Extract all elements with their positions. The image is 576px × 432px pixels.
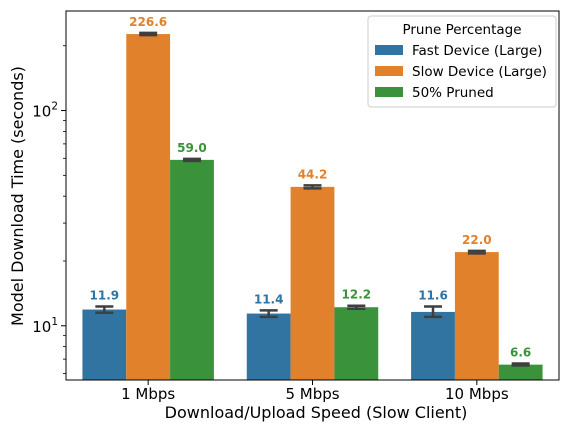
bar — [82, 309, 127, 380]
legend: Prune Percentage Fast Device (Large) Slow… — [367, 15, 557, 108]
y-tick-label: 101 — [32, 316, 58, 336]
data-label: 226.6 — [129, 15, 167, 29]
x-tick-label: 1 Mbps — [121, 385, 175, 403]
x-tick-label: 5 Mbps — [285, 385, 339, 403]
legend-swatch — [375, 66, 403, 76]
data-label: 12.2 — [342, 288, 372, 302]
data-label: 44.2 — [298, 167, 328, 181]
bar — [246, 313, 291, 380]
data-label: 11.6 — [418, 288, 448, 302]
bar — [454, 252, 499, 380]
data-label: 11.9 — [90, 288, 120, 302]
x-tick-label: 10 Mbps — [445, 385, 509, 403]
data-label: 6.6 — [510, 346, 531, 360]
data-label: 59.0 — [177, 141, 207, 155]
y-tick-label: 102 — [32, 101, 58, 121]
bar — [334, 307, 379, 380]
x-axis-label: Download/Upload Speed (Slow Client) — [165, 403, 468, 422]
bars-layer: 11.9 226.6 59.0 11.4 44.2 12.2 11.6 22.0 6.6 — [82, 15, 543, 381]
legend-swatch — [375, 45, 403, 55]
legend-frame — [367, 15, 557, 108]
plot-frame — [65, 10, 560, 381]
axes-layer: 1 Mbps 5 Mbps 10 Mbps 101 102 — [32, 10, 560, 403]
legend-swatch — [375, 87, 403, 97]
bar — [290, 186, 335, 380]
data-label: 22.0 — [462, 233, 492, 247]
data-label: 11.4 — [254, 292, 284, 306]
legend-label: Fast Device (Large) — [412, 43, 542, 59]
bar — [170, 159, 214, 380]
bar — [411, 311, 455, 380]
legend-label: 50% Pruned — [412, 85, 494, 101]
y-axis-label: Model Download Time (seconds) — [8, 66, 27, 326]
bar — [126, 34, 171, 381]
bar — [498, 364, 543, 380]
legend-title: Prune Percentage — [402, 22, 521, 38]
legend-label: Slow Device (Large) — [412, 64, 547, 80]
